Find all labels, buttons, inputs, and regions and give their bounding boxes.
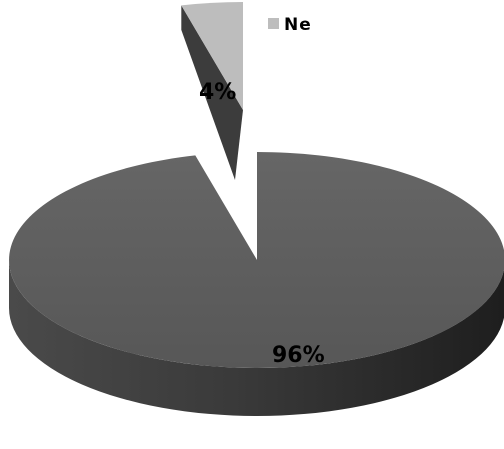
- pie-slice-da: [9, 152, 504, 416]
- pie-slice-ne-side: [181, 5, 243, 181]
- pie-slice-ne: [181, 2, 243, 181]
- data-label-da: 96%: [272, 343, 325, 368]
- data-label-ne: 4%: [199, 80, 236, 105]
- legend-swatch-ne: [268, 18, 279, 29]
- pie-slice-ne-top: [181, 2, 243, 110]
- pie-slice-da-side: [9, 260, 504, 416]
- pie-slice-da-top: [9, 152, 504, 368]
- legend-label-ne: Ne: [284, 15, 312, 35]
